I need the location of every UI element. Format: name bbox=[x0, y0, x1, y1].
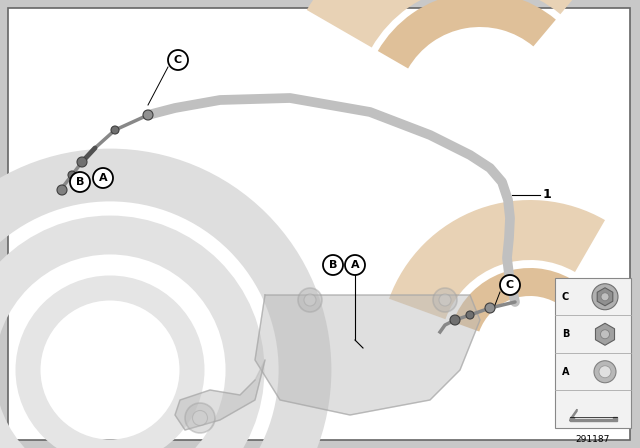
Circle shape bbox=[304, 294, 316, 306]
Circle shape bbox=[601, 293, 609, 301]
Bar bbox=[555, 278, 631, 428]
Text: A: A bbox=[562, 367, 570, 377]
Polygon shape bbox=[255, 295, 480, 415]
Circle shape bbox=[592, 284, 618, 310]
Text: C: C bbox=[174, 55, 182, 65]
Circle shape bbox=[485, 303, 495, 313]
Polygon shape bbox=[570, 409, 577, 421]
Text: C: C bbox=[506, 280, 514, 290]
Wedge shape bbox=[389, 200, 605, 319]
Circle shape bbox=[57, 185, 67, 195]
Circle shape bbox=[143, 110, 153, 120]
Circle shape bbox=[599, 366, 611, 378]
Circle shape bbox=[111, 126, 119, 134]
Circle shape bbox=[185, 403, 215, 433]
Circle shape bbox=[93, 168, 113, 188]
Polygon shape bbox=[175, 360, 265, 430]
Circle shape bbox=[68, 171, 76, 179]
Circle shape bbox=[433, 288, 457, 312]
Circle shape bbox=[450, 315, 460, 325]
Text: B: B bbox=[562, 329, 570, 339]
Circle shape bbox=[298, 288, 322, 312]
Circle shape bbox=[500, 275, 520, 295]
Text: 1: 1 bbox=[543, 189, 552, 202]
Circle shape bbox=[70, 172, 90, 192]
Circle shape bbox=[345, 255, 365, 275]
Circle shape bbox=[77, 157, 87, 167]
Polygon shape bbox=[570, 417, 617, 421]
Circle shape bbox=[439, 294, 451, 306]
Text: A: A bbox=[351, 260, 359, 270]
Wedge shape bbox=[453, 268, 571, 332]
Circle shape bbox=[168, 50, 188, 70]
Text: B: B bbox=[76, 177, 84, 187]
Circle shape bbox=[193, 410, 207, 426]
Circle shape bbox=[600, 330, 609, 339]
Text: B: B bbox=[329, 260, 337, 270]
Circle shape bbox=[594, 361, 616, 383]
Text: A: A bbox=[99, 173, 108, 183]
Wedge shape bbox=[378, 0, 556, 69]
Text: 291187: 291187 bbox=[576, 435, 610, 444]
Circle shape bbox=[323, 255, 343, 275]
Text: C: C bbox=[562, 292, 569, 302]
Wedge shape bbox=[307, 0, 609, 47]
Circle shape bbox=[466, 311, 474, 319]
